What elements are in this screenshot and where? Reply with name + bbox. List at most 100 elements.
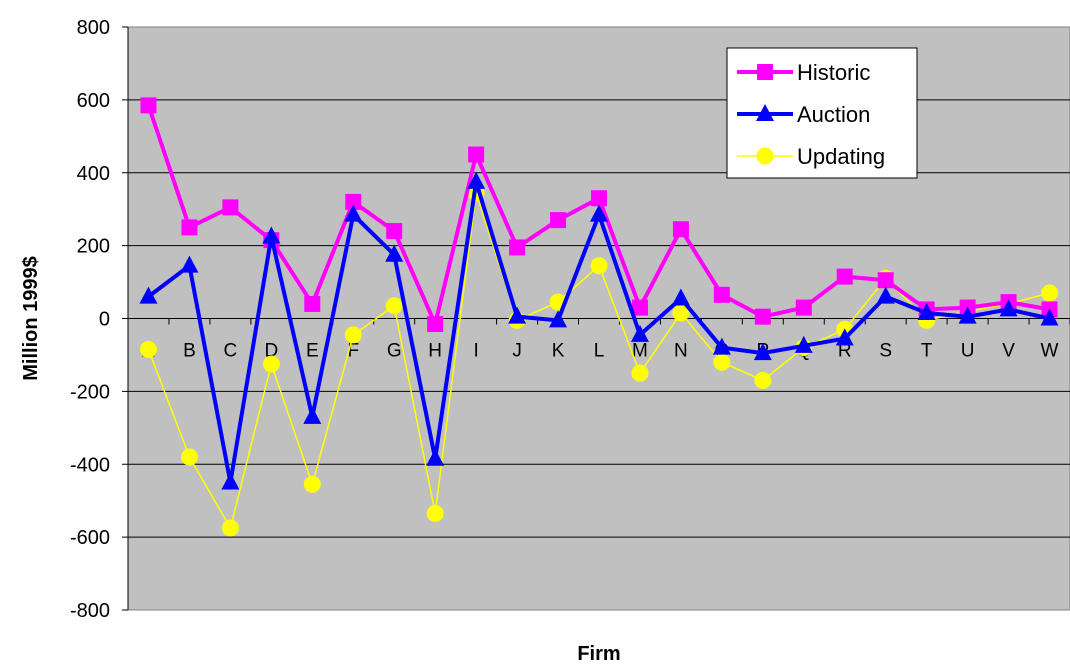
y-tick-label: -600 (70, 527, 110, 549)
auction-point (794, 335, 813, 353)
updating-point (385, 297, 403, 315)
y-tick-label: -200 (70, 381, 110, 403)
x-tick-label: S (879, 341, 892, 362)
auction-point (549, 310, 568, 328)
x-tick-label: W (1041, 341, 1059, 362)
legend-label: Auction (797, 102, 870, 127)
updating-point (1041, 284, 1059, 302)
historic-point (631, 299, 648, 316)
historic-point (345, 193, 362, 210)
series-layer (139, 97, 1059, 537)
historic-point (222, 199, 239, 216)
historic-point (591, 190, 607, 207)
historic-point (386, 223, 403, 240)
auction-point (139, 286, 158, 304)
auction-point (344, 204, 363, 222)
auction-point (835, 328, 854, 346)
legend-marker (756, 147, 774, 165)
historic-point (468, 146, 485, 163)
legend-label: Updating (797, 144, 885, 169)
y-tick-label: 600 (77, 90, 110, 112)
historic-point (877, 272, 894, 289)
updating-point (180, 448, 198, 466)
x-axis: ABCDEFGHIJKLMNOPQRSTUVW (127, 318, 1070, 362)
auction-point (876, 286, 895, 304)
x-tick-label: F (347, 341, 359, 362)
legend-item-auction: Auction (737, 102, 870, 127)
gridlines (128, 99, 1070, 538)
auction-point (671, 288, 690, 306)
x-tick-label: E (306, 341, 319, 362)
y-axis: 800 600 400 200 0 -200 -400 -600 -800 (70, 17, 129, 622)
y-axis-title: Million 1999$ (20, 256, 42, 381)
updating-point (262, 355, 280, 373)
historic-point (509, 239, 526, 256)
legend-item-historic: Historic (737, 60, 870, 85)
y-tick-label: -800 (70, 600, 110, 622)
x-tick-label: I (473, 341, 478, 362)
auction-point (712, 337, 731, 355)
historic-point (713, 286, 730, 303)
historic-point (140, 97, 157, 114)
y-tick-label: 800 (77, 17, 110, 39)
x-tick-label: K (552, 341, 565, 362)
x-tick-label: R (838, 341, 852, 362)
auction-point (1040, 308, 1059, 326)
auction-point (385, 244, 404, 262)
x-tick-label: N (674, 341, 688, 362)
auction-point (303, 406, 322, 424)
auction-point (180, 255, 199, 273)
historic-point (550, 212, 567, 229)
auction-point (753, 343, 772, 361)
historic-point (754, 308, 771, 325)
updating-point (139, 340, 157, 358)
x-tick-label: T (921, 341, 933, 362)
auction-point (426, 448, 445, 466)
historic-point (672, 221, 689, 238)
x-tick-label: G (387, 341, 402, 362)
auction-point (262, 226, 281, 244)
updating-point (631, 364, 649, 382)
historic-point (304, 295, 321, 312)
x-tick-label: V (1002, 341, 1015, 362)
series-auction (139, 171, 1059, 490)
updating-point (590, 257, 608, 275)
auction-point (467, 171, 486, 189)
historic-point (795, 299, 812, 316)
legend-marker (757, 64, 773, 80)
updating-point (713, 353, 731, 371)
updating-point (303, 475, 321, 493)
auction-point (999, 299, 1018, 317)
updating-point (672, 304, 690, 322)
auction-point (630, 324, 649, 342)
auction-point (221, 472, 240, 490)
updating-point (221, 519, 239, 537)
legend-item-updating: Updating (737, 144, 885, 169)
historic-point (181, 219, 198, 236)
legend-marker (756, 104, 774, 121)
x-tick-label: J (512, 341, 522, 362)
y-tick-label: 200 (77, 236, 110, 258)
updating-point (754, 371, 772, 389)
updating-point (426, 504, 444, 522)
x-tick-label: M (632, 341, 648, 362)
x-axis-title: Firm (577, 643, 620, 665)
x-tick-label: U (961, 341, 975, 362)
auction-point (508, 306, 527, 324)
legend-label: Historic (797, 60, 870, 85)
y-tick-label: -400 (70, 454, 110, 476)
x-tick-label: B (183, 341, 196, 362)
auction-point (917, 303, 936, 321)
historic-point (836, 268, 853, 285)
legend: Historic Auction Updating (726, 47, 918, 179)
x-tick-label: C (224, 341, 238, 362)
series-historic (140, 97, 1058, 332)
historic-point (427, 315, 444, 332)
x-tick-label: D (264, 341, 278, 362)
auction-point (590, 204, 608, 222)
x-tick-label: H (428, 341, 442, 362)
auction-point (958, 306, 977, 324)
updating-point (344, 326, 362, 344)
y-tick-label: 0 (99, 309, 110, 331)
